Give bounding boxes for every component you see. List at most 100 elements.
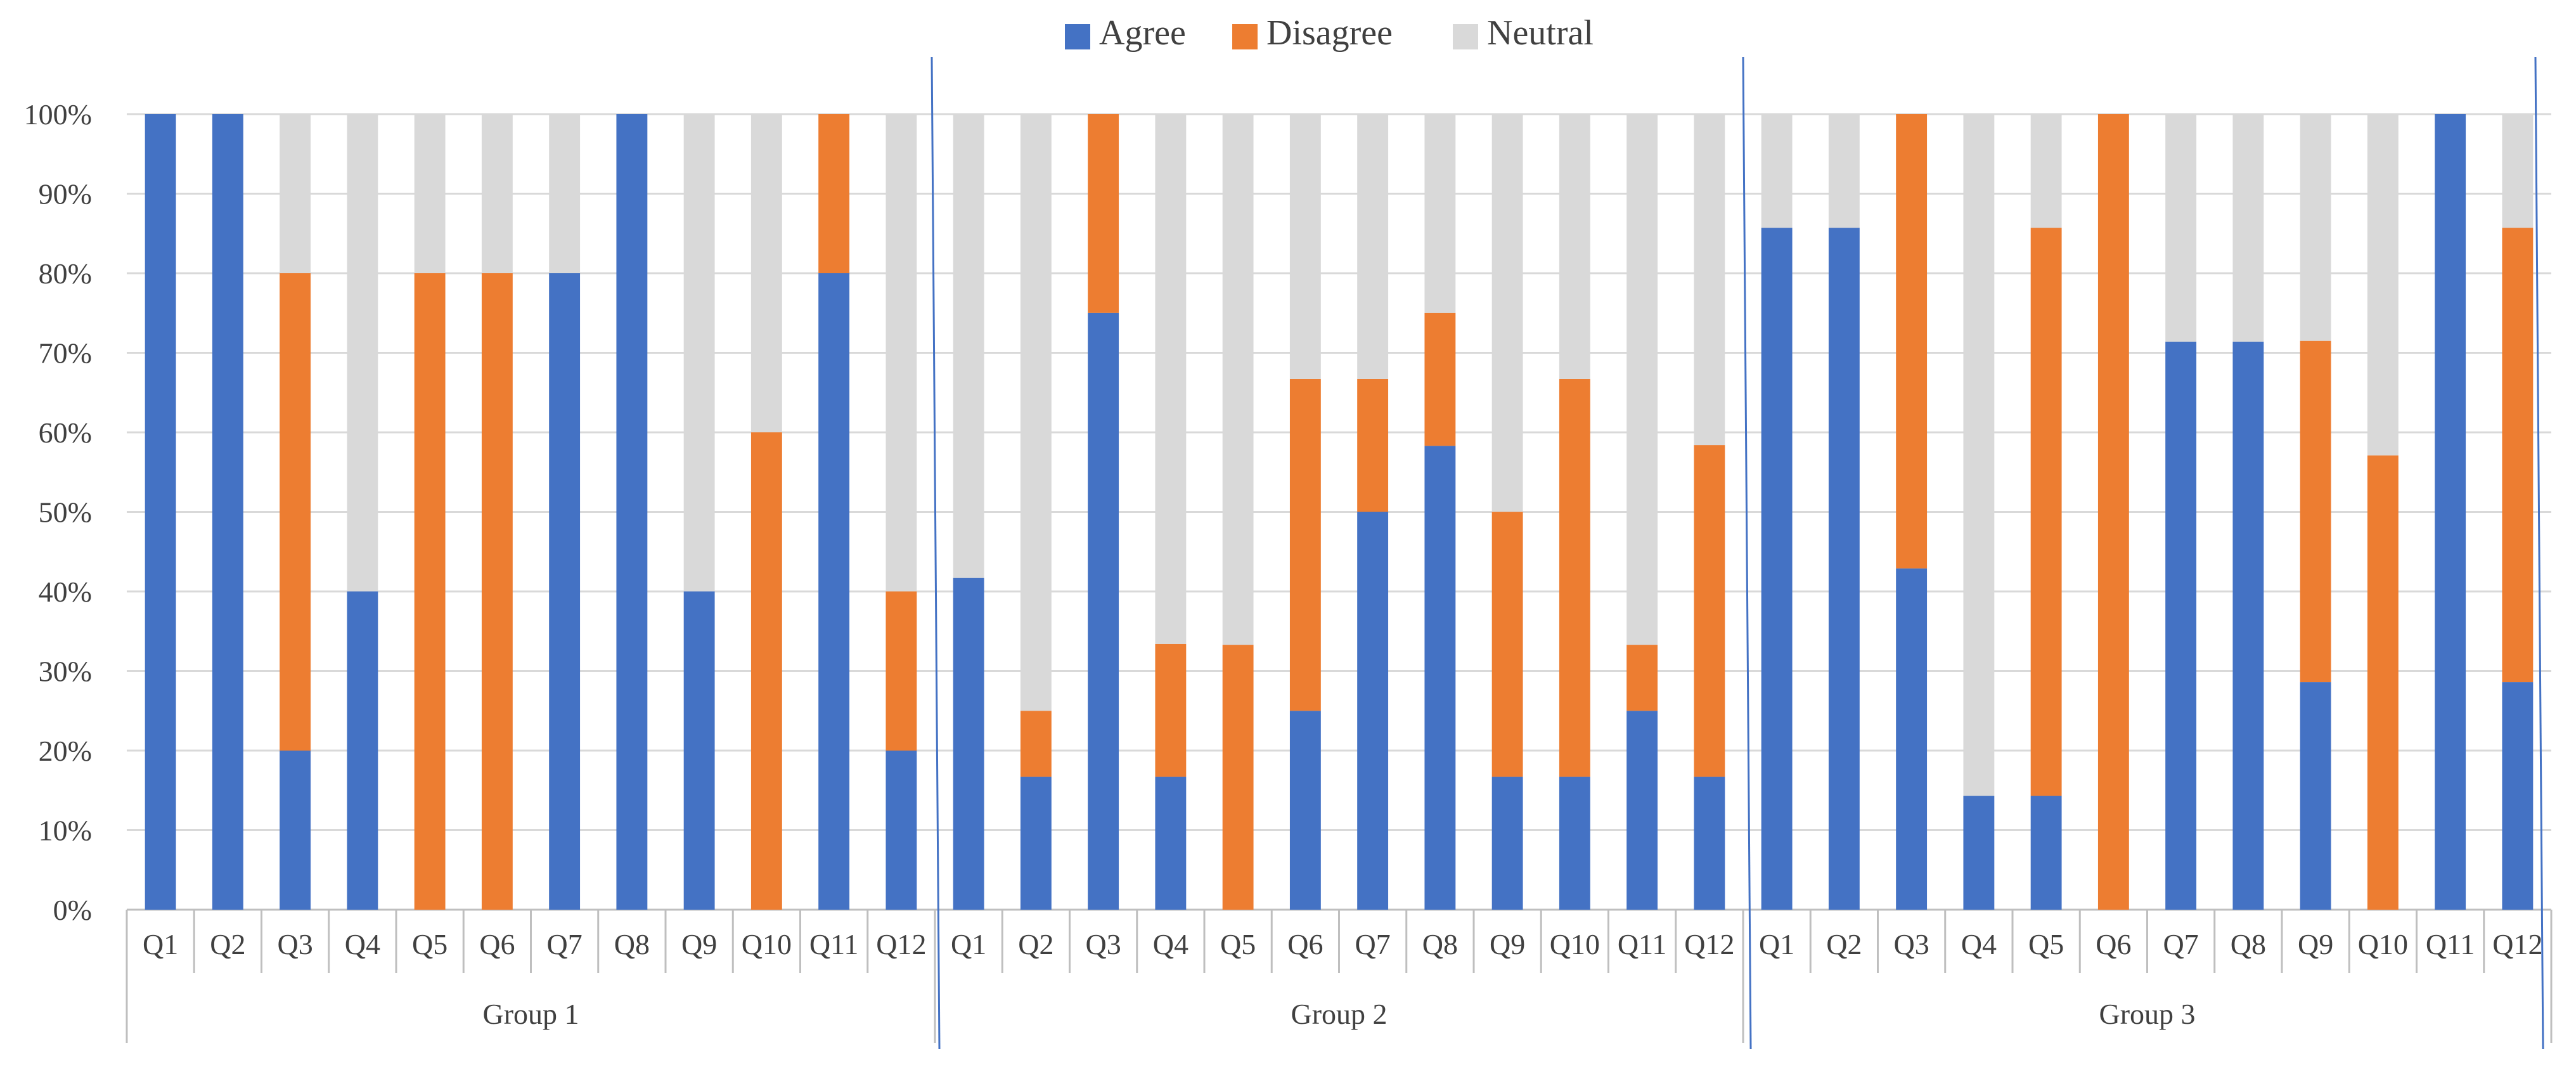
x-tick-label: Q10 (742, 928, 792, 960)
bar-segment-disagree (1491, 512, 1523, 777)
bar-segment-agree (953, 578, 984, 910)
bar-segment-neutral (2367, 114, 2399, 456)
bar-segment-neutral (1559, 114, 1590, 379)
bar-segment-disagree (1088, 114, 1119, 313)
x-tick-label: Q7 (1355, 928, 1391, 960)
bar-segment-agree (2232, 341, 2264, 910)
bar-segment-agree (1694, 777, 1725, 910)
bar-segment-disagree (1559, 378, 1590, 777)
y-tick-label: 90% (39, 178, 92, 210)
bar-segment-disagree (2030, 228, 2062, 796)
x-tick-label: Q6 (479, 928, 515, 960)
legend-label-disagree: Disagree (1266, 13, 1393, 53)
bar-segment-neutral (1155, 113, 1187, 644)
bar-segment-neutral (1222, 114, 1254, 645)
bar-segment-neutral (1020, 114, 1052, 711)
x-tick-label: Q5 (1220, 928, 1256, 960)
bar-segment-agree (145, 114, 176, 910)
group-divider-line (1742, 56, 1752, 1050)
y-tick-label: 10% (39, 815, 92, 847)
bar-segment-neutral (280, 114, 311, 273)
legend-swatch-agree (1065, 24, 1090, 49)
bar-segment-neutral (414, 114, 446, 273)
bar-segment-neutral (1761, 114, 1793, 228)
gridlines (127, 113, 2551, 911)
bar-segment-agree (616, 114, 648, 910)
x-tick-label: Q6 (2096, 928, 2131, 960)
x-tick-label: Q11 (2426, 928, 2475, 960)
bar-segment-disagree (1357, 378, 1389, 512)
x-tick-label: Q6 (1287, 928, 1323, 960)
bar-segment-agree (1088, 313, 1119, 910)
x-tick-label: Q4 (345, 928, 380, 960)
bar-segment-agree (1357, 512, 1389, 910)
x-tick-label: Q4 (1961, 928, 1997, 960)
y-tick-label: 30% (39, 655, 92, 688)
bar-segment-disagree (1896, 114, 1928, 569)
group-label: Group 2 (1291, 998, 1387, 1030)
x-tick-label: Q4 (1153, 928, 1188, 960)
x-tick-label: Q1 (143, 928, 178, 960)
bar-segment-neutral (1424, 114, 1456, 313)
bar-segment-agree (886, 751, 917, 910)
group-label: Group 1 (482, 998, 579, 1030)
x-tick-label: Q12 (876, 928, 926, 960)
x-tick-label: Q11 (809, 928, 859, 960)
bar-segment-disagree (1222, 645, 1254, 910)
group-divider-line (931, 56, 941, 1050)
bar-segment-neutral (1491, 114, 1523, 512)
bar-segment-agree (212, 114, 243, 910)
bar-segment-agree (347, 591, 378, 910)
bar-segment-disagree (280, 273, 311, 751)
bar-segment-disagree (886, 591, 917, 751)
legend: Agree Disagree Neutral (1065, 13, 1594, 53)
bar-segment-neutral (2300, 113, 2331, 341)
bar-segment-neutral (2030, 114, 2062, 228)
bar-segment-agree (1020, 777, 1052, 910)
bar-segment-agree (683, 591, 715, 910)
legend-swatch-disagree (1232, 24, 1258, 49)
bar-segment-neutral (1828, 114, 1860, 228)
legend-swatch-neutral (1453, 24, 1478, 49)
x-tick-label: Q1 (1759, 928, 1794, 960)
bar-segment-neutral (2165, 114, 2197, 342)
bar-segment-neutral (549, 114, 581, 273)
x-tick-label: Q5 (2028, 928, 2064, 960)
axes: 0% 10% 20% 30% 40% 50% 60% 70% 80% 90% 100% Q1 Q2 Q3 Q… (24, 56, 2553, 1050)
bar-segment-disagree (1694, 445, 1725, 777)
x-tick-label: Q3 (278, 928, 313, 960)
bar-segment-agree (818, 273, 850, 910)
bar-segment-agree (1963, 796, 1995, 910)
y-tick-label: 20% (39, 735, 92, 767)
bar-segment-neutral (1963, 114, 1995, 796)
bar-segment-neutral (347, 114, 378, 591)
x-tick-label: Q9 (1490, 928, 1525, 960)
bar-segment-agree (1626, 711, 1658, 910)
x-tick-label: Q2 (1018, 928, 1053, 960)
bar-segment-neutral (683, 114, 715, 591)
bar-segment-agree (1559, 777, 1590, 910)
x-tick-label: Q8 (2231, 928, 2266, 960)
x-tick-label: Q7 (547, 928, 583, 960)
x-tick-label: Q12 (2492, 928, 2542, 960)
legend-label-agree: Agree (1099, 13, 1186, 53)
bar-segment-agree (1289, 711, 1321, 910)
y-tick-label: 40% (39, 576, 92, 608)
bars (145, 113, 2534, 910)
bar-segment-neutral (2232, 114, 2264, 342)
bar-segment-disagree (2502, 228, 2534, 683)
x-tick-label: Q7 (2163, 928, 2199, 960)
y-tick-label: 50% (39, 496, 92, 529)
group-divider-line (2534, 56, 2544, 1050)
bar-segment-agree (2300, 682, 2331, 910)
x-tick-label: Q8 (614, 928, 650, 960)
bar-segment-disagree (1289, 378, 1321, 711)
x-tick-label: Q8 (1422, 928, 1458, 960)
bar-segment-agree (1896, 568, 1928, 910)
bar-segment-agree (2030, 796, 2062, 910)
y-tick-label: 0% (53, 894, 92, 926)
bar-segment-agree (2502, 682, 2534, 910)
y-tick-label: 60% (39, 416, 92, 449)
